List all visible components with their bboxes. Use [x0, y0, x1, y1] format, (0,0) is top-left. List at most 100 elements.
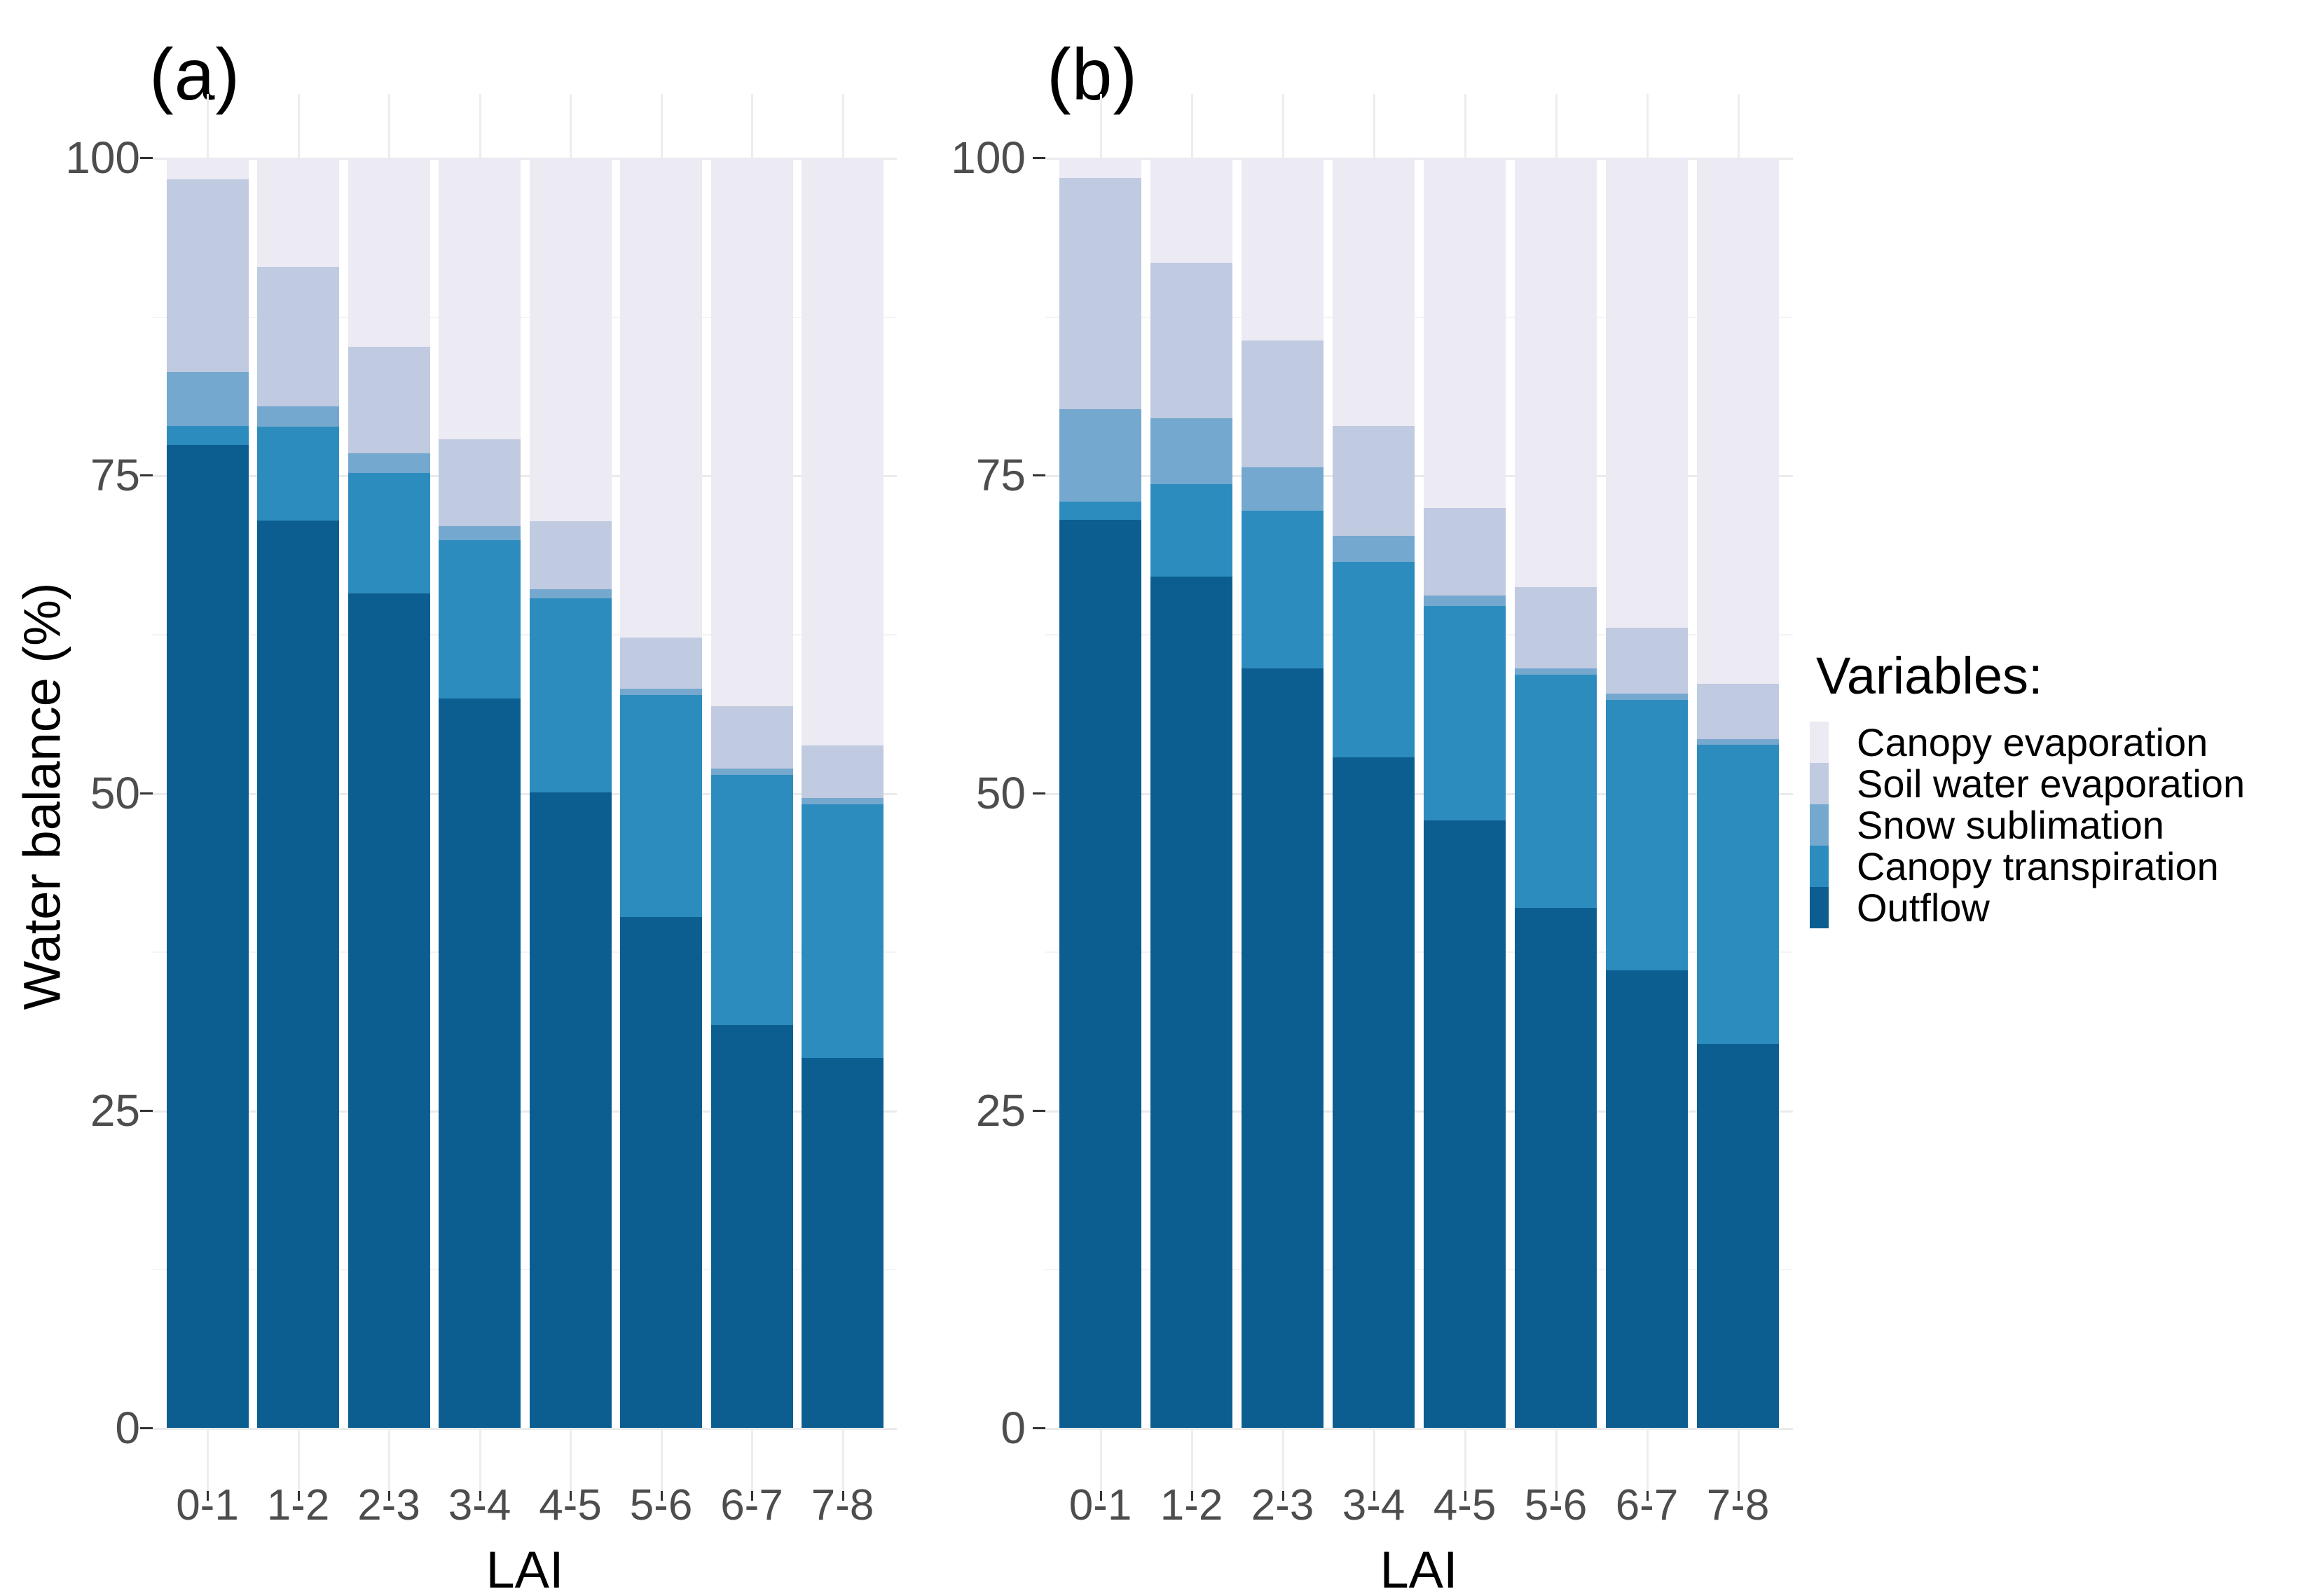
- segment-canopy-transpiration: [1333, 561, 1415, 757]
- y-tick-mark: [1033, 1109, 1045, 1112]
- y-tick-mark: [1033, 792, 1045, 794]
- segment-outflow: [257, 521, 339, 1428]
- x-axis-title-panel-a: LAI: [486, 1541, 564, 1596]
- segment-canopy-evaporation: [439, 158, 521, 440]
- segment-canopy-transpiration: [1697, 744, 1779, 1045]
- segment-snow-sublimation: [620, 688, 702, 695]
- segment-canopy-evaporation: [1242, 158, 1324, 341]
- segment-canopy-transpiration: [257, 427, 339, 521]
- y-tick-label: 75: [975, 450, 1026, 501]
- stacked-bar-6-7: [1606, 158, 1688, 1428]
- segment-soil-water-evaporation: [1059, 178, 1141, 409]
- segment-snow-sublimation: [1697, 739, 1779, 745]
- segment-canopy-evaporation: [1424, 158, 1506, 509]
- segment-soil-water-evaporation: [1424, 508, 1506, 596]
- segment-canopy-evaporation: [1333, 158, 1415, 426]
- x-tick-label: 6-7: [1615, 1481, 1679, 1529]
- segment-soil-water-evaporation: [1242, 340, 1324, 468]
- segment-snow-sublimation: [166, 372, 249, 426]
- segment-canopy-evaporation: [1697, 158, 1779, 684]
- segment-outflow: [1697, 1044, 1779, 1428]
- stacked-bar-5-6: [620, 158, 702, 1428]
- legend-label-column: Canopy evaporation Soil water evaporation…: [1857, 722, 2245, 928]
- gridline-major: [153, 475, 897, 478]
- y-tick-mark: [1033, 157, 1045, 159]
- gridline-minor: [1045, 316, 1793, 318]
- x-tick-mark: [388, 1491, 390, 1501]
- x-tick-label: 2-3: [1251, 1481, 1314, 1529]
- segment-soil-water-evaporation: [257, 266, 339, 407]
- x-tick-label: 2-3: [357, 1481, 420, 1529]
- y-tick-label: 25: [90, 1085, 140, 1136]
- segment-snow-sublimation: [1606, 694, 1688, 701]
- y-tick-label: 50: [90, 767, 140, 818]
- panel-b-title: (b): [1047, 34, 1139, 116]
- x-tick-label: 7-8: [1706, 1481, 1770, 1529]
- x-tick-mark: [1373, 1491, 1375, 1501]
- y-tick-mark: [1033, 1427, 1045, 1429]
- segment-soil-water-evaporation: [1150, 263, 1232, 418]
- stacked-bar-4-5: [529, 158, 612, 1428]
- segment-canopy-evaporation: [1606, 158, 1688, 628]
- segment-soil-water-evaporation: [1515, 586, 1597, 668]
- segment-soil-water-evaporation: [166, 179, 249, 373]
- legend-item-label: Soil water evaporation: [1857, 761, 2246, 806]
- gridline-major: [1045, 1110, 1793, 1113]
- segment-canopy-transpiration: [1606, 700, 1688, 971]
- x-tick-mark: [207, 1491, 209, 1501]
- gridline-major: [153, 1110, 897, 1113]
- legend-key-column: [1810, 722, 1829, 928]
- y-tick-label: 100: [951, 132, 1026, 183]
- stacked-bar-2-3: [1242, 158, 1324, 1428]
- y-tick-label: 75: [90, 450, 140, 501]
- legend-item-label: Canopy evaporation: [1857, 720, 2208, 764]
- segment-outflow: [620, 917, 702, 1428]
- x-tick-mark: [297, 1491, 300, 1501]
- segment-canopy-evaporation: [166, 158, 249, 179]
- segment-canopy-transpiration: [439, 539, 521, 699]
- y-tick-label: 25: [975, 1085, 1026, 1136]
- y-tick-mark: [140, 1427, 153, 1429]
- segment-canopy-evaporation: [1150, 158, 1232, 263]
- segment-canopy-transpiration: [1059, 502, 1141, 520]
- legend-swatch-outflow: [1810, 887, 1829, 928]
- segment-outflow: [1606, 970, 1688, 1428]
- legend-swatch-snow-sublimation: [1810, 804, 1829, 846]
- segment-snow-sublimation: [1424, 596, 1506, 606]
- legend-item-label: Outflow: [1857, 885, 1990, 930]
- x-tick-label: 1-2: [1160, 1481, 1223, 1529]
- x-tick-label: 5-6: [629, 1481, 693, 1529]
- segment-outflow: [1242, 668, 1324, 1428]
- gridline-major: [1045, 1428, 1793, 1430]
- legend-swatch-canopy-transpiration: [1810, 846, 1829, 887]
- x-tick-mark: [570, 1491, 572, 1501]
- x-tick-label: 1-2: [266, 1481, 330, 1529]
- gridline-major: [1045, 475, 1793, 478]
- stacked-bar-3-4: [1333, 158, 1415, 1428]
- x-tick-label: 7-8: [811, 1481, 874, 1529]
- x-tick-label: 4-5: [1433, 1481, 1497, 1529]
- gridline-major: [153, 158, 897, 160]
- segment-snow-sublimation: [802, 797, 884, 804]
- gridline-major: [1045, 792, 1793, 795]
- legend-item-label: Canopy transpiration: [1857, 844, 2219, 888]
- segment-canopy-evaporation: [348, 158, 430, 348]
- segment-canopy-transpiration: [1242, 511, 1324, 668]
- gridline-major: [153, 792, 897, 795]
- gridline-minor: [1045, 1269, 1793, 1271]
- x-tick-mark: [1737, 1491, 1740, 1501]
- panel-a-title: (a): [149, 34, 241, 116]
- segment-outflow: [1059, 519, 1141, 1428]
- stacked-bar-1-2: [257, 158, 339, 1428]
- segment-canopy-evaporation: [620, 158, 702, 638]
- stacked-bar-7-8: [802, 158, 884, 1428]
- stacked-bar-1-2: [1150, 158, 1232, 1428]
- segment-snow-sublimation: [439, 525, 521, 540]
- x-tick-mark: [841, 1491, 844, 1501]
- segment-canopy-evaporation: [1515, 158, 1597, 587]
- x-tick-label: 3-4: [1342, 1481, 1405, 1529]
- x-tick-mark: [660, 1491, 663, 1501]
- segment-snow-sublimation: [1059, 408, 1141, 502]
- x-tick-label: 3-4: [448, 1481, 511, 1529]
